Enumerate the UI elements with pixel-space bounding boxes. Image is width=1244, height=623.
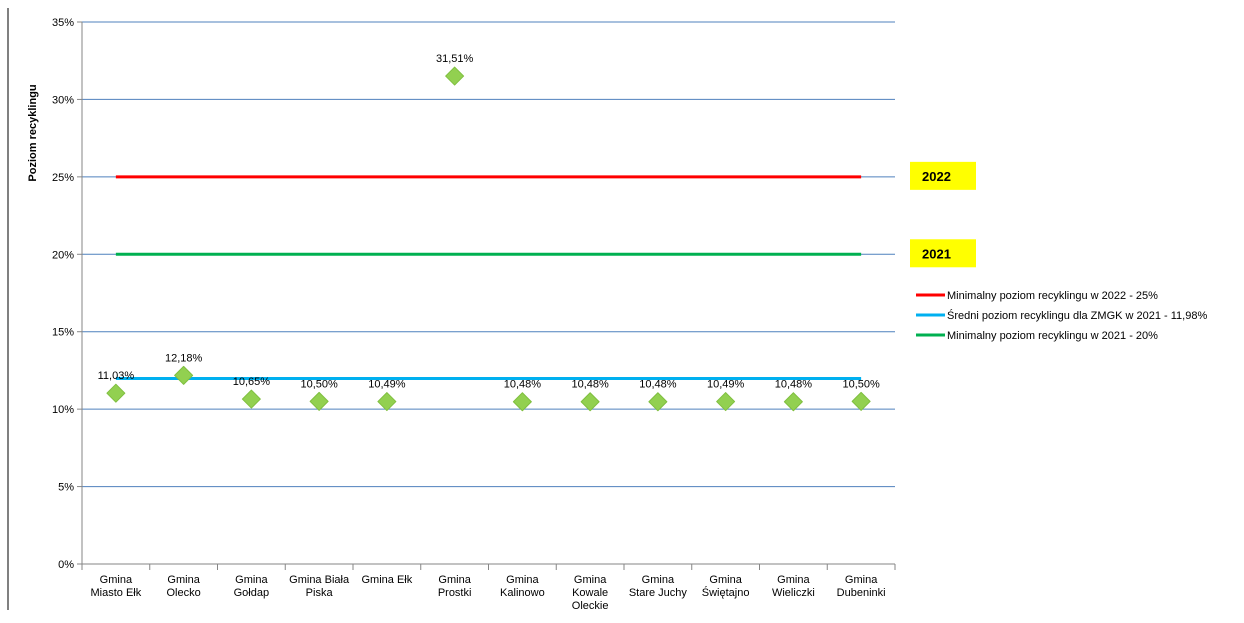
- data-point: [377, 392, 397, 412]
- data-label: 10,48%: [571, 379, 609, 391]
- y-tick-label: 0%: [58, 559, 74, 571]
- y-tick-label: 20%: [52, 249, 74, 261]
- data-label: 10,65%: [233, 376, 271, 388]
- data-point: [716, 392, 736, 412]
- reference-lines: [115, 175, 862, 380]
- x-category-label: Gmina Dubeninki: [837, 574, 886, 599]
- x-category-label: Gmina Kalinowo: [500, 574, 545, 599]
- axes: [7, 8, 896, 610]
- y-tick-label: 30%: [52, 94, 74, 106]
- year-badge-label: 2021: [922, 246, 951, 261]
- x-category-label: Gmina Stare Juchy: [629, 574, 688, 599]
- data-label: 10,50%: [842, 378, 880, 390]
- data-point: [851, 391, 871, 411]
- x-category-label: Gmina Świętajno: [702, 574, 750, 599]
- y-tick-label: 35%: [52, 17, 74, 29]
- data-label: 10,48%: [639, 379, 677, 391]
- x-category-label: Gmina Miasto Ełk: [91, 574, 142, 599]
- year-badges: 2022 2021: [910, 161, 976, 268]
- data-point: [580, 392, 600, 412]
- year-badge: [910, 239, 976, 268]
- data-label: 10,48%: [775, 379, 813, 391]
- x-category-label: Gmina Olecko: [167, 574, 201, 599]
- data-label: 10,50%: [300, 378, 338, 390]
- data-label: 31,51%: [436, 53, 474, 65]
- data-label: 10,49%: [707, 379, 745, 391]
- legend-entry: Średni poziom recyklingu dla ZMGK w 2021…: [947, 309, 1207, 322]
- legend: Minimalny poziom recyklingu w 2022 - 25%…: [916, 290, 1207, 342]
- data-point: [648, 392, 668, 412]
- data-point: [241, 389, 261, 409]
- data-points: [106, 66, 871, 412]
- y-tick-label: 5%: [58, 482, 74, 494]
- y-axis-label: Poziom recyklingu: [27, 84, 39, 181]
- year-badge-label: 2022: [922, 169, 951, 184]
- x-category-labels: Gmina Miasto Ełk Gmina Olecko Gmina Gołdap Gmi…: [91, 574, 886, 612]
- x-category-label: Gmina Ełk: [362, 574, 413, 586]
- x-category-label: Gmina Prostki: [438, 574, 472, 599]
- y-tick-label: 25%: [52, 172, 74, 184]
- data-label: 12,18%: [165, 352, 203, 364]
- data-point: [445, 66, 465, 86]
- x-category-label: Gmina Gołdap: [234, 574, 269, 599]
- y-tick-label: 15%: [52, 327, 74, 339]
- data-label: 10,48%: [504, 379, 542, 391]
- data-point: [106, 383, 126, 403]
- data-point: [512, 392, 532, 412]
- x-category-label: Gmina Kowale Oleckie: [572, 574, 609, 612]
- data-point: [174, 365, 194, 385]
- data-label: 10,49%: [368, 379, 406, 391]
- legend-entry: Minimalny poziom recyklingu w 2021 - 20%: [947, 330, 1158, 342]
- year-badge: [910, 161, 976, 190]
- data-labels: 11,03% 12,18% 10,65% 10,50% 10,49% 31,51% 10,4…: [98, 53, 880, 391]
- y-tick-labels: 0% 5% 10% 15% 20% 25% 30% 35%: [52, 17, 74, 571]
- data-point: [783, 392, 803, 412]
- x-category-label: Gmina Biała Piska: [289, 574, 350, 599]
- legend-entry: Minimalny poziom recyklingu w 2022 - 25%: [947, 290, 1158, 302]
- data-label: 11,03%: [98, 370, 135, 382]
- y-tick-label: 10%: [52, 404, 74, 416]
- data-point: [309, 391, 329, 411]
- x-category-label: Gmina Wieliczki: [772, 574, 815, 599]
